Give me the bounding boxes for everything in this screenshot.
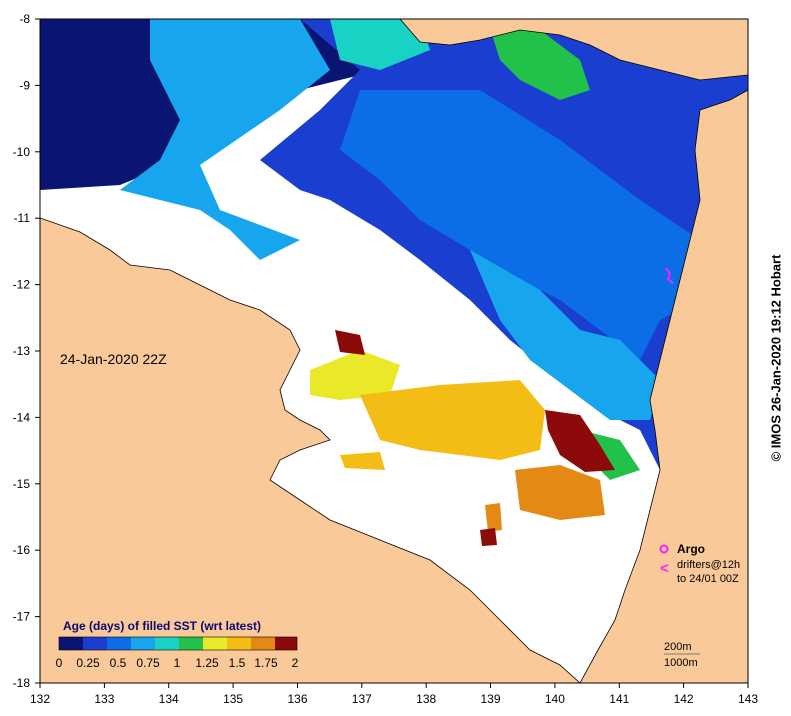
y-tick-label: -9 — [19, 78, 30, 92]
y-tick-label: -18 — [13, 676, 31, 690]
sst-field-orange — [515, 465, 605, 520]
y-tick-label: -8 — [19, 12, 30, 26]
drifter-marker-icon: < — [660, 560, 669, 577]
colorbar-legend: Age (days) of filled SST (wrt latest) 0 … — [56, 619, 299, 670]
y-tick-label: -12 — [13, 278, 31, 292]
x-tick-label: 134 — [159, 692, 179, 706]
timestamp-label: 24-Jan-2020 22Z — [60, 351, 167, 367]
y-tick-label: -14 — [13, 410, 31, 424]
colorbar-segment — [203, 637, 227, 650]
x-tick-label: 132 — [30, 692, 50, 706]
credit-label-container: © IMOS 26-Jan-2020 19:12 Hobart — [765, 0, 787, 716]
colorbar-tick-label: 0.5 — [110, 656, 127, 670]
colorbar-segment — [107, 637, 131, 650]
y-tick-label: -17 — [13, 610, 31, 624]
bathy-200m-label: 200m — [664, 641, 692, 653]
land-new-guinea — [399, 19, 748, 81]
land-arnhem-land — [40, 217, 581, 683]
bathy-1000m-label: 1000m — [664, 657, 698, 669]
colorbar-segment — [155, 637, 179, 650]
x-tick-label: 137 — [352, 692, 372, 706]
bathymetry-legend: 200m 1000m — [664, 641, 700, 669]
x-tick-label: 138 — [416, 692, 436, 706]
colorbar-segment — [59, 637, 83, 650]
colorbar-tick-label: 1.75 — [254, 656, 278, 670]
colorbar-segment — [83, 637, 107, 650]
y-axis: -8 -9 -10 -11 -12 -13 -14 -15 -16 -17 -1… — [13, 12, 40, 690]
colorbar-title: Age (days) of filled SST (wrt latest) — [63, 619, 261, 633]
x-tick-label: 143 — [738, 692, 758, 706]
y-tick-label: -13 — [13, 344, 31, 358]
x-tick-label: 141 — [609, 692, 629, 706]
sst-field-green — [490, 28, 590, 100]
sst-field-orange-small — [485, 503, 502, 532]
sst-field-teal — [330, 19, 430, 70]
colorbar-segment — [251, 637, 275, 650]
colorbar-segment — [275, 637, 297, 650]
colorbar-tick-label: 1 — [174, 656, 181, 670]
x-tick-label: 136 — [287, 692, 307, 706]
colorbar-tick-label: 0.75 — [136, 656, 160, 670]
credit-label: © IMOS 26-Jan-2020 19:12 Hobart — [768, 254, 784, 462]
drifter-track-icon — [665, 267, 674, 284]
sst-field-cyan-blue — [470, 250, 660, 420]
colorbar-segment — [179, 637, 203, 650]
sst-field-red-patch-3 — [480, 528, 497, 546]
colorbar-tick-label: 0.25 — [76, 656, 100, 670]
sst-field-light-blue — [120, 19, 330, 260]
x-tick-label: 139 — [480, 692, 500, 706]
colorbar-tick-label: 1.25 — [195, 656, 219, 670]
sst-field-orange-light-2 — [340, 452, 385, 470]
sst-field-orange-light — [360, 380, 545, 460]
colorbar-segment — [227, 637, 251, 650]
sst-field-red-patch — [545, 410, 615, 472]
x-tick-label: 133 — [94, 692, 114, 706]
colorbar-tick-label: 0 — [56, 656, 63, 670]
x-tick-label: 135 — [223, 692, 243, 706]
y-tick-label: -15 — [13, 477, 31, 491]
observation-legend: Argo < drifters@12h to 24/01 00Z — [659, 542, 740, 585]
x-tick-label: 142 — [674, 692, 694, 706]
sst-field-red-patch-2 — [335, 330, 365, 355]
drifters-label-line1: drifters@12h — [677, 559, 740, 571]
colorbar-frame — [58, 636, 298, 651]
y-tick-label: -11 — [14, 211, 31, 225]
argo-marker-icon — [659, 544, 669, 554]
colorbar-segment — [131, 637, 155, 650]
sst-field-yellow — [310, 350, 400, 400]
x-axis: 132 133 134 135 136 137 138 139 140 141 … — [30, 683, 758, 706]
land-cape-york — [579, 89, 748, 683]
y-tick-label: -16 — [13, 543, 31, 557]
drifters-label-line2: to 24/01 00Z — [677, 573, 739, 585]
argo-label: Argo — [677, 542, 705, 556]
colorbar-tick-label: 1.5 — [229, 656, 246, 670]
sst-field-mid-blue — [340, 90, 700, 360]
y-tick-label: -10 — [13, 145, 31, 159]
colorbar-tick-label: 2 — [292, 656, 299, 670]
x-tick-label: 140 — [545, 692, 565, 706]
